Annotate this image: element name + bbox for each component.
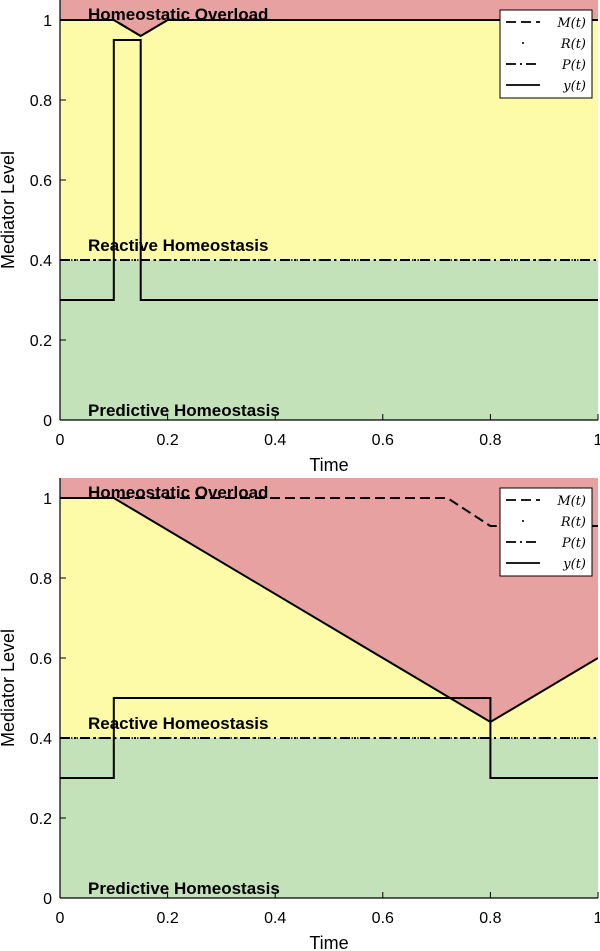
series-line-1: [60, 497, 598, 527]
x-tick-label: 1: [594, 910, 600, 927]
x-tick-label: 0: [56, 910, 65, 927]
x-tick-label: 0.6: [372, 910, 394, 927]
legend-entry: P(t): [561, 536, 586, 551]
legend-entry: y(t): [562, 557, 586, 572]
y-tick-label: 0.6: [30, 173, 52, 190]
legend-entry: y(t): [562, 79, 586, 94]
chart-1: Homeostatic Overload Reactive Homeostasis…: [0, 0, 600, 475]
x-tick-label: 0.2: [156, 910, 178, 927]
x-tick-label: 0.2: [156, 432, 178, 449]
overload-boundary-line: [60, 497, 598, 724]
y-tick-label: 0.4: [30, 731, 52, 748]
y-tick-label: 0.8: [30, 93, 52, 110]
overload-region: [60, 0, 598, 36]
x-tick-label: 0.4: [264, 910, 286, 927]
y-tick-label: 1: [43, 13, 52, 30]
legend-entry: M(t): [556, 494, 586, 509]
x-tick-label: 0.8: [479, 910, 501, 927]
y-tick-label: 0: [43, 891, 52, 908]
region-label-3: Predictive Homeostasis: [88, 879, 280, 898]
series-line-1: [60, 19, 598, 38]
y-tick-label: 0.8: [30, 571, 52, 588]
predictive-region: [60, 260, 598, 420]
x-tick-label: 0.8: [479, 432, 501, 449]
legend-entry: M(t): [556, 16, 586, 31]
chart-2: Homeostatic Overload Reactive Homeostasis…: [0, 478, 600, 951]
x-axis-label: Time: [309, 933, 348, 951]
x-tick-label: 0: [56, 432, 65, 449]
overload-region: [60, 478, 598, 722]
x-tick-label: 0.6: [372, 432, 394, 449]
region-label-3: Predictive Homeostasis: [88, 401, 280, 420]
y-axis-label: Mediator Level: [0, 629, 18, 747]
x-axis-label: Time: [309, 455, 348, 475]
y-tick-label: 0: [43, 413, 52, 430]
x-tick-label: 0.4: [264, 432, 286, 449]
y-tick-label: 0.2: [30, 333, 52, 350]
legend: M(t) R(t) P(t) y(t): [499, 9, 593, 99]
legend-entry: R(t): [560, 515, 586, 530]
series-line-4: [60, 697, 598, 779]
y-tick-label: 0.4: [30, 253, 52, 270]
region-label-1: Homeostatic Overload: [88, 5, 268, 24]
legend-entry: R(t): [560, 37, 586, 52]
legend-entry: P(t): [561, 58, 586, 73]
y-tick-label: 1: [43, 491, 52, 508]
x-tick-label: 1: [594, 432, 600, 449]
region-label-1: Homeostatic Overload: [88, 483, 268, 502]
region-label-2: Reactive Homeostasis: [88, 236, 268, 255]
series-line-4: [60, 39, 598, 301]
y-tick-label: 0.2: [30, 811, 52, 828]
region-label-2: Reactive Homeostasis: [88, 714, 268, 733]
y-tick-label: 0.6: [30, 651, 52, 668]
predictive-region: [60, 738, 598, 898]
y-axis-label: Mediator Level: [0, 151, 18, 269]
legend: M(t) R(t) P(t) y(t): [499, 487, 593, 577]
